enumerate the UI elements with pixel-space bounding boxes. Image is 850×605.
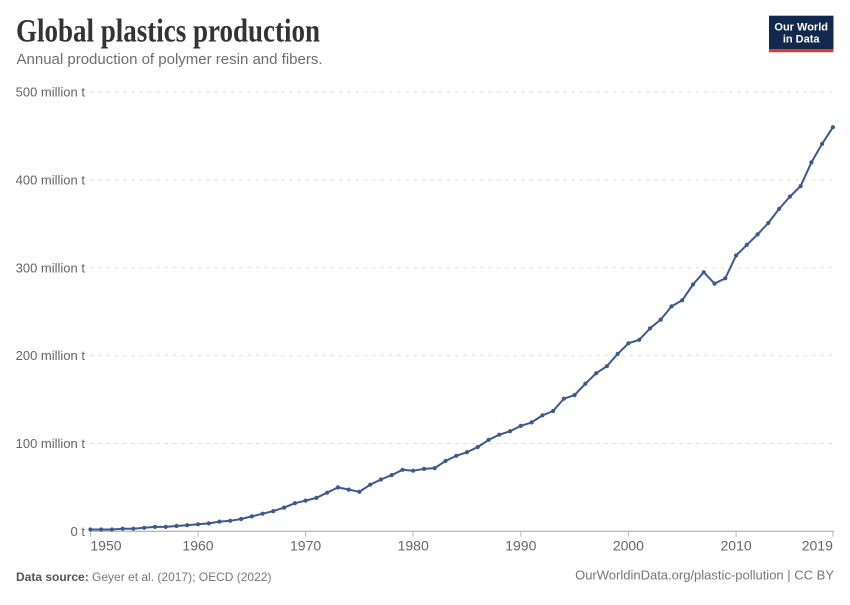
svg-text:500 million t: 500 million t bbox=[16, 85, 86, 100]
svg-text:1980: 1980 bbox=[398, 538, 429, 554]
svg-text:2000: 2000 bbox=[613, 538, 644, 554]
svg-text:2019: 2019 bbox=[802, 538, 833, 554]
svg-text:0 t: 0 t bbox=[71, 524, 86, 539]
svg-text:200 million t: 200 million t bbox=[16, 348, 86, 363]
svg-text:100 million t: 100 million t bbox=[16, 436, 86, 451]
svg-text:Annual production of polymer r: Annual production of polymer resin and f… bbox=[17, 51, 323, 68]
svg-text:Our World: Our World bbox=[774, 22, 828, 34]
svg-text:1970: 1970 bbox=[290, 538, 321, 554]
svg-text:300 million t: 300 million t bbox=[16, 260, 86, 275]
svg-text:in Data: in Data bbox=[783, 34, 821, 46]
svg-text:400 million t: 400 million t bbox=[16, 173, 86, 188]
svg-text:1960: 1960 bbox=[182, 538, 213, 554]
svg-text:OurWorldinData.org/plastic-pol: OurWorldinData.org/plastic-pollution | C… bbox=[575, 568, 834, 583]
svg-text:1950: 1950 bbox=[90, 538, 121, 554]
svg-text:2010: 2010 bbox=[721, 538, 752, 554]
svg-text:1990: 1990 bbox=[505, 538, 536, 554]
svg-text:Global plastics production: Global plastics production bbox=[16, 12, 320, 49]
svg-text:Data source: Geyer et al. (201: Data source: Geyer et al. (2017); OECD (… bbox=[16, 570, 271, 584]
